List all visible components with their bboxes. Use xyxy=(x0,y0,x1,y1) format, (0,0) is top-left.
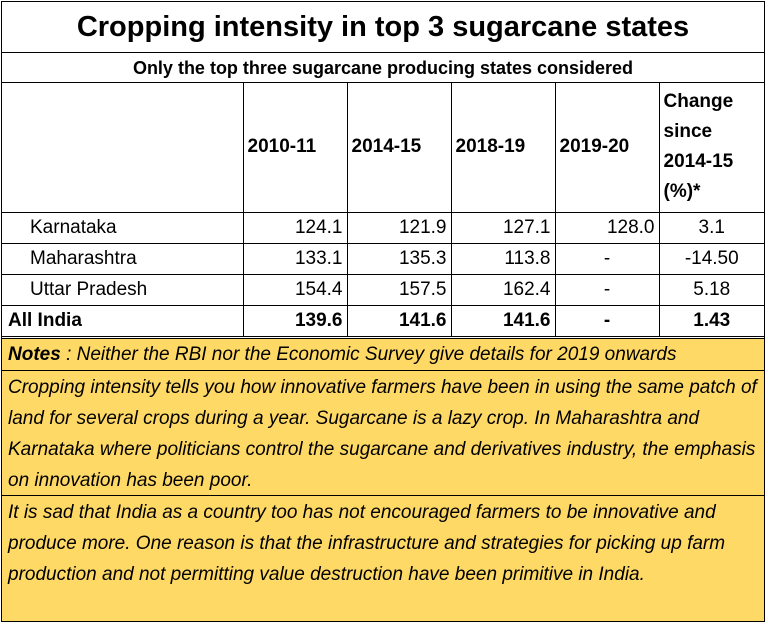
table-row-karnataka: Karnataka 124.1 121.9 127.1 128.0 3.1 xyxy=(2,212,764,244)
cell-state: Maharashtra xyxy=(2,243,243,275)
header-row: 2010-11 2014-15 2018-19 2019-20 Change s… xyxy=(2,83,764,213)
cell-value: 127.1 xyxy=(450,212,555,244)
cell-value: 121.9 xyxy=(346,212,451,244)
header-2018-19: 2018-19 xyxy=(450,83,555,213)
notes-label: Notes xyxy=(8,344,61,365)
cell-change: -14.50 xyxy=(658,243,764,275)
table-title: Cropping intensity in top 3 sugarcane st… xyxy=(2,2,764,53)
cell-value: 141.6 xyxy=(346,305,451,337)
data-table: 2010-11 2014-15 2018-19 2019-20 Change s… xyxy=(2,83,764,337)
cell-value: 162.4 xyxy=(450,274,555,306)
table-row-all-india: All India 139.6 141.6 141.6 - 1.43 xyxy=(2,305,764,337)
table-subtitle: Only the top three sugarcane producing s… xyxy=(2,53,764,83)
table-row-uttar-pradesh: Uttar Pradesh 154.4 157.5 162.4 - 5.18 xyxy=(2,274,764,306)
cell-state: Uttar Pradesh xyxy=(2,274,243,306)
header-change-line1: Change xyxy=(663,91,734,113)
cell-value: 141.6 xyxy=(450,305,555,337)
cell-value: 157.5 xyxy=(346,274,451,306)
cell-state: Karnataka xyxy=(2,212,243,244)
cell-value: - xyxy=(554,274,659,306)
header-2010-11: 2010-11 xyxy=(242,83,347,213)
note-sources: Notes : Neither the RBI nor the Economic… xyxy=(2,338,764,370)
cell-value: 139.6 xyxy=(242,305,347,337)
header-2019-20: 2019-20 xyxy=(554,83,659,213)
cell-change: 5.18 xyxy=(658,274,764,306)
note-india-innovation: It is sad that India as a country too ha… xyxy=(2,495,764,621)
cell-value: 113.8 xyxy=(450,243,555,275)
cell-value: 128.0 xyxy=(554,212,659,244)
cell-value: 154.4 xyxy=(242,274,347,306)
header-2014-15: 2014-15 xyxy=(346,83,451,213)
cell-value: 133.1 xyxy=(242,243,347,275)
cell-change: 1.43 xyxy=(658,305,764,337)
cell-change: 3.1 xyxy=(658,212,764,244)
header-change-line4: (%)* xyxy=(663,181,701,203)
cell-value: - xyxy=(554,305,659,337)
table-row-maharashtra: Maharashtra 133.1 135.3 113.8 - -14.50 xyxy=(2,243,764,275)
header-change-line2: since xyxy=(663,121,713,143)
header-change-line3: 2014-15 xyxy=(663,151,734,173)
cell-state: All India xyxy=(2,305,243,337)
cell-value: 135.3 xyxy=(346,243,451,275)
header-change: Change since 2014-15 (%)* xyxy=(658,83,764,213)
note-sources-text: : Neither the RBI nor the Economic Surve… xyxy=(60,344,677,365)
header-state xyxy=(2,83,243,213)
note-cropping-intensity: Cropping intensity tells you how innovat… xyxy=(2,370,764,495)
cell-value: - xyxy=(554,243,659,275)
cell-value: 124.1 xyxy=(242,212,347,244)
